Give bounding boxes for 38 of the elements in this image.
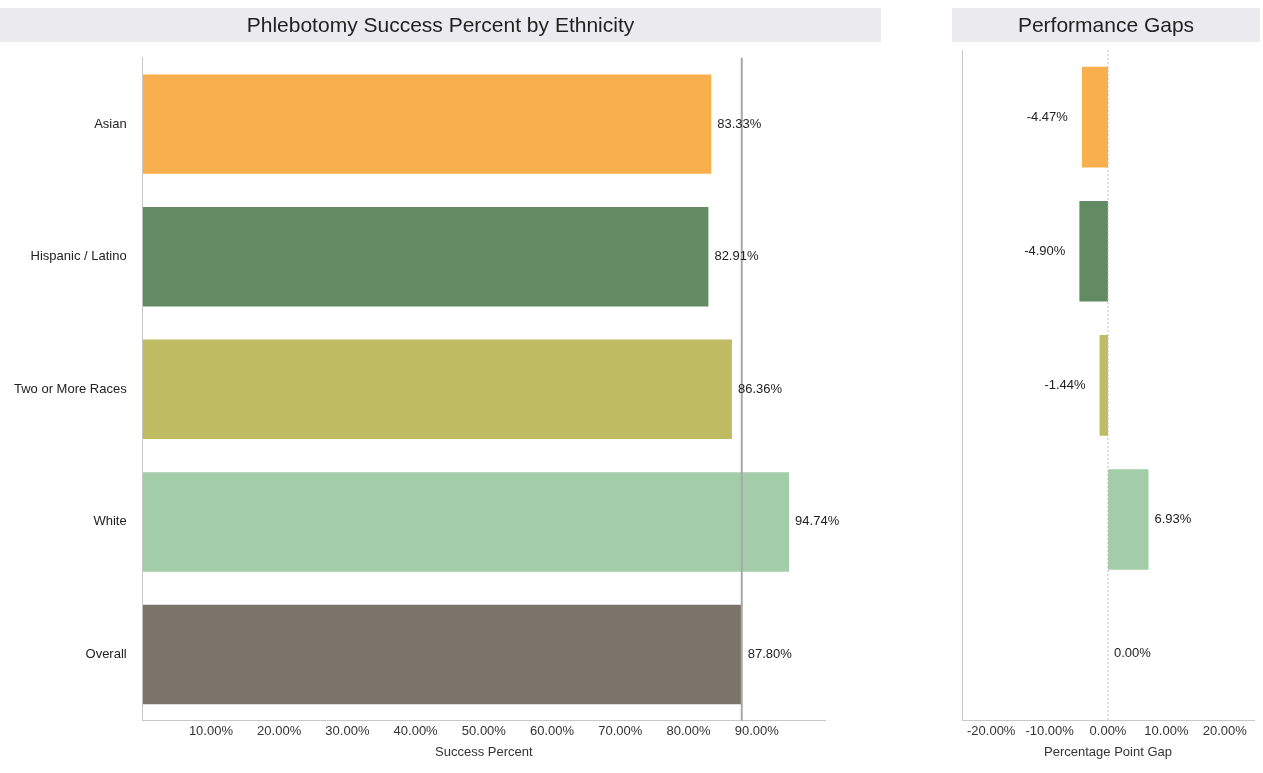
x-axis-title: Percentage Point Gap <box>1044 743 1172 759</box>
data-label: -4.90% <box>1024 242 1066 258</box>
y-tick-label: Hispanic / Latino <box>30 248 127 264</box>
x-tick-label: -10.00% <box>1025 723 1075 739</box>
data-label: 86.36% <box>737 380 783 396</box>
data-label: 0.00% <box>1114 645 1152 661</box>
y-tick-label: Two or More Races <box>14 380 128 396</box>
data-label: 83.33% <box>717 115 762 131</box>
chart-title: Phlebotomy Success Percent by Ethnicity <box>0 8 881 42</box>
bar <box>142 604 742 705</box>
x-tick-label: 80.00% <box>666 723 712 739</box>
data-label: 87.80% <box>747 646 793 662</box>
x-tick-label: 10.00% <box>188 723 234 739</box>
x-tick-label: 50.00% <box>461 723 507 739</box>
x-tick-label: 90.00% <box>734 723 780 739</box>
y-tick-label: White <box>93 513 127 529</box>
y-tick-label: Asian <box>94 115 127 131</box>
bar <box>142 472 790 572</box>
data-label: 94.74% <box>795 513 840 529</box>
data-label: -1.44% <box>1044 376 1087 392</box>
x-tick-label: 0.00% <box>1089 723 1127 739</box>
y-tick-label: Overall <box>85 646 127 662</box>
data-label: 6.93% <box>1154 511 1192 527</box>
data-label: 82.91% <box>714 248 759 264</box>
x-axis-title: Success Percent <box>435 743 534 759</box>
x-tick-label: 40.00% <box>393 723 439 739</box>
x-tick-label: -20.00% <box>966 723 1016 739</box>
bar <box>142 339 732 440</box>
x-tick-label: 70.00% <box>598 723 643 739</box>
x-tick-label: 10.00% <box>1144 723 1189 739</box>
chart-title: Performance Gaps <box>952 8 1260 42</box>
data-label: -4.47% <box>1026 108 1069 124</box>
x-tick-label: 20.00% <box>257 723 302 739</box>
bar <box>142 206 709 307</box>
x-tick-label: 30.00% <box>325 723 370 739</box>
bar <box>142 74 712 174</box>
x-tick-label: 20.00% <box>1202 723 1248 739</box>
x-tick-label: 60.00% <box>530 723 575 739</box>
